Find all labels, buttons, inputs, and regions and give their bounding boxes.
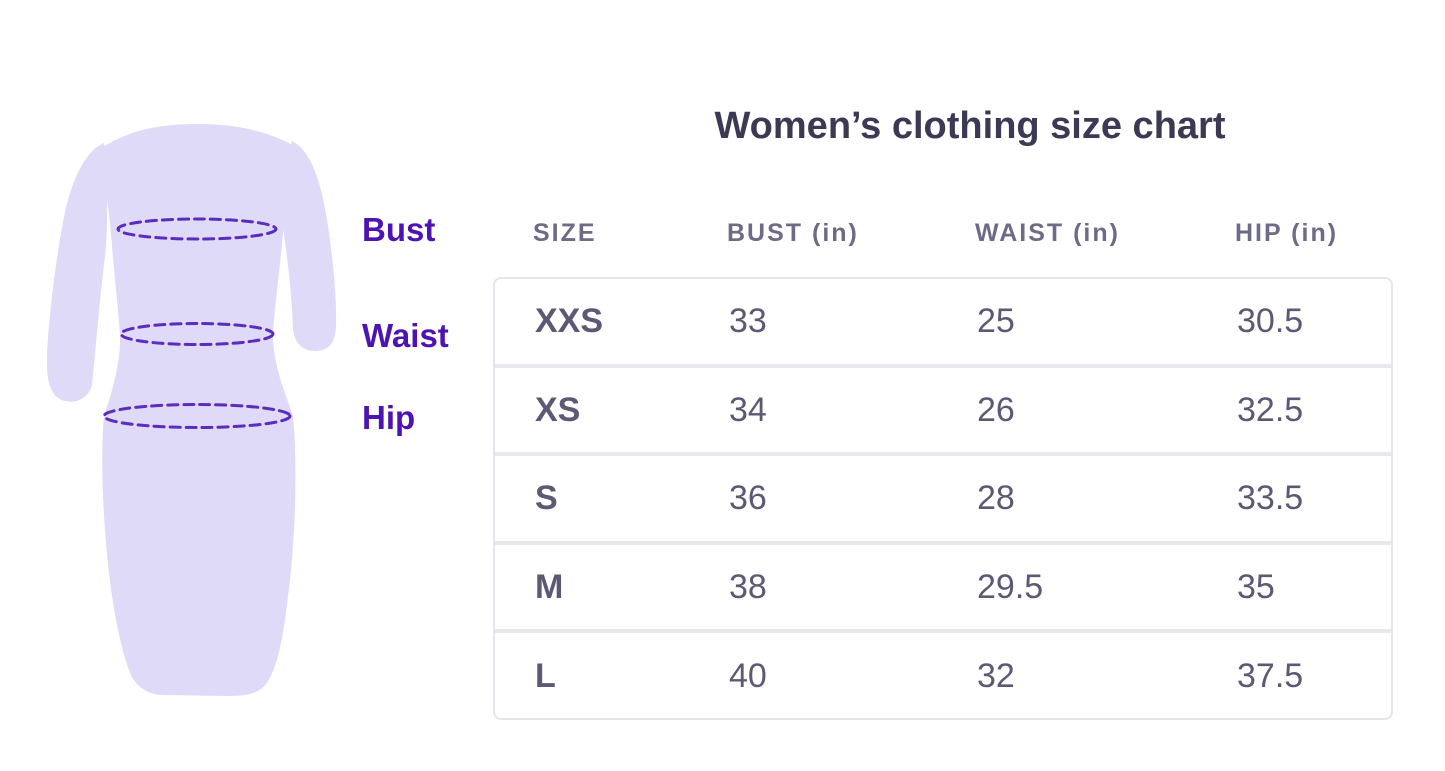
column-header-waist: WAIST (in) [975,218,1120,247]
waist-cell: 32 [977,656,1015,695]
dress-illustration [46,124,337,696]
hip-cell: 32.5 [1237,390,1304,429]
table-row: M 38 29.5 35 [495,540,1391,630]
size-cell: XXS [535,302,604,341]
bust-cell: 34 [729,390,767,429]
waist-cell: 29.5 [977,568,1044,607]
hip-measurement-line [102,403,292,429]
bust-cell: 40 [729,656,767,695]
dress-left-sleeve [46,143,108,402]
hip-cell: 30.5 [1237,302,1304,341]
table-row: L 40 32 37.5 [495,629,1391,718]
bust-cell: 38 [729,568,767,607]
table-header-row: SIZE BUST (in) WAIST (in) HIP (in) [493,218,1393,248]
table-row: XXS 33 25 30.5 [495,279,1391,364]
waist-cell: 26 [977,390,1015,429]
column-header-size: SIZE [533,218,597,247]
hip-cell: 37.5 [1237,656,1304,695]
size-cell: M [535,568,564,607]
size-table: XXS 33 25 30.5 XS 34 26 32.5 S 36 28 33.… [493,277,1393,720]
size-cell: XS [535,390,581,429]
waist-label: Waist [362,317,449,354]
hip-cell: 35 [1237,568,1275,607]
column-header-hip: HIP (in) [1235,218,1339,247]
table-row: S 36 28 33.5 [495,452,1391,541]
column-header-bust: BUST (in) [727,218,859,247]
size-cell: L [535,656,556,695]
hip-label: Hip [362,399,416,436]
table-row: XS 34 26 32.5 [495,363,1391,453]
bust-measurement-line [116,217,278,241]
waist-measurement-line [119,322,275,346]
bust-cell: 33 [729,302,767,341]
page-title: Women’s clothing size chart [714,105,1226,147]
waist-cell: 28 [977,479,1015,518]
dress-right-sleeve [282,141,337,351]
hip-cell: 33.5 [1237,479,1304,518]
dress-body [100,124,296,696]
waist-cell: 25 [977,302,1015,341]
bust-cell: 36 [729,479,767,518]
bust-label: Bust [362,211,436,248]
size-cell: S [535,479,558,518]
